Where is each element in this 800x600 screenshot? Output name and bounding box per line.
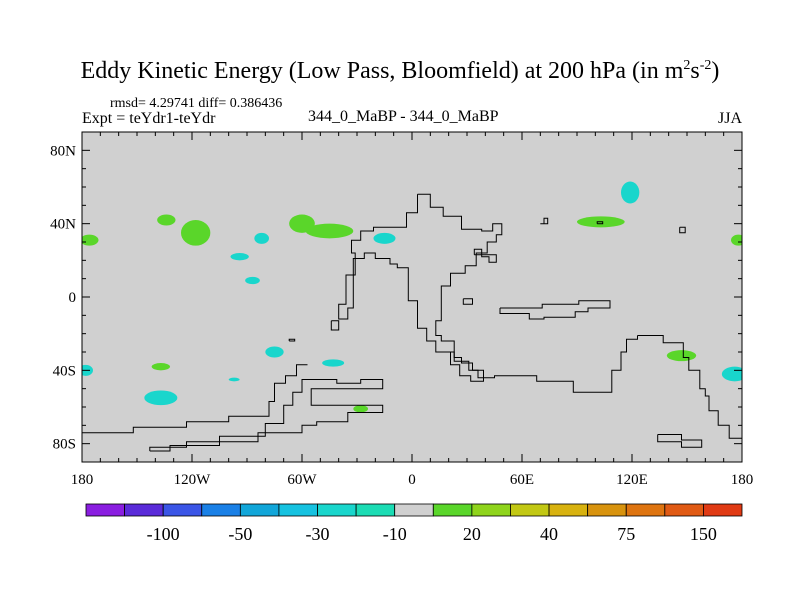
season-label: JJA <box>717 110 742 127</box>
coastline <box>679 226 686 234</box>
stats-label: rmsd= 4.29741 diff= 0.386436 <box>110 96 283 111</box>
colorbar-label: -100 <box>147 524 180 544</box>
colorbar-box <box>317 503 357 517</box>
colorbar-label: 75 <box>617 524 635 544</box>
anomaly-blob <box>254 232 269 244</box>
y-tick-label: 80N <box>50 143 76 159</box>
anomaly-blob <box>151 363 170 371</box>
plot-background <box>82 132 742 462</box>
colorbar-box <box>703 503 743 517</box>
coastline <box>435 335 638 393</box>
x-tick-label: 60W <box>287 472 317 488</box>
colorbar-box <box>471 503 511 517</box>
coastline <box>338 193 503 382</box>
y-tick-label: 0 <box>69 290 77 306</box>
anomaly-blob <box>721 366 742 382</box>
colorbar-box <box>664 503 704 517</box>
colorbar-box <box>548 503 589 517</box>
colorbar-label: 150 <box>690 524 717 544</box>
coastline <box>330 320 340 331</box>
colorbar-box <box>85 503 125 517</box>
anomaly-blob <box>82 234 99 246</box>
colorbar-box <box>124 503 164 517</box>
chart-title-text: Eddy Kinetic Energy (Low Pass, Bloomfiel… <box>80 58 684 84</box>
anomaly-blob <box>621 181 640 204</box>
anomaly-blob <box>228 377 240 382</box>
anomaly-blob <box>245 276 260 285</box>
colorbar-box <box>278 503 318 517</box>
anomaly-blob <box>157 214 176 226</box>
coastline <box>149 379 384 452</box>
y-tick-label: 40N <box>50 217 76 233</box>
anomaly-blob <box>353 405 368 413</box>
title-units-end: ) <box>711 58 720 84</box>
colorbar-label: 20 <box>463 524 481 544</box>
coastline <box>499 300 611 320</box>
y-tick-label: 40S <box>53 363 76 379</box>
colorbar-label: -10 <box>383 524 407 544</box>
coastline <box>462 298 473 305</box>
title-units-mid: s <box>690 58 700 84</box>
colorbar-box <box>201 503 241 517</box>
anomaly-blob <box>373 232 396 244</box>
anomaly-blob <box>181 220 211 246</box>
colorbar-box <box>432 503 473 517</box>
coastline <box>473 248 497 263</box>
x-tick-label: 0 <box>408 472 416 488</box>
anomaly-blob <box>305 223 354 239</box>
anomaly-blob <box>265 346 284 358</box>
colorbar-box <box>625 503 666 517</box>
anomaly-blob <box>144 390 178 406</box>
colorbar-label: -30 <box>306 524 330 544</box>
x-tick-label: 180 <box>71 472 94 488</box>
coastline <box>637 335 742 439</box>
center-label: 344_0_MaBP - 344_0_MaBP <box>308 108 499 125</box>
left-label: Expt = teYdr1-teYdr <box>82 110 216 127</box>
x-tick-label: 60E <box>510 472 534 488</box>
coastline <box>596 221 604 225</box>
y-tick-label: 80S <box>53 437 76 453</box>
anomaly-blob <box>666 350 697 362</box>
anomaly-blob <box>322 359 345 367</box>
colorbar-box <box>510 503 550 517</box>
colorbar-label: -50 <box>228 524 252 544</box>
anomaly-blob <box>230 252 249 261</box>
x-tick-label: 180 <box>731 472 754 488</box>
coastline <box>82 364 308 434</box>
x-tick-label: 120W <box>174 472 212 488</box>
title-superscript-1: 2 <box>683 58 691 73</box>
colorbar-box <box>239 503 280 517</box>
coastline <box>288 338 296 342</box>
coastline <box>657 434 703 448</box>
colorbar-box <box>355 503 396 517</box>
colorbar-box <box>394 503 434 517</box>
title-superscript-2: -2 <box>699 58 712 73</box>
colorbar-label: 40 <box>540 524 558 544</box>
coastline <box>540 217 549 225</box>
anomaly-blob <box>731 234 742 246</box>
colorbar-box <box>587 503 627 517</box>
x-tick-label: 120E <box>616 472 648 488</box>
chart-title: Eddy Kinetic Energy (Low Pass, Bloomfiel… <box>0 58 800 85</box>
colorbar-box <box>162 503 203 517</box>
